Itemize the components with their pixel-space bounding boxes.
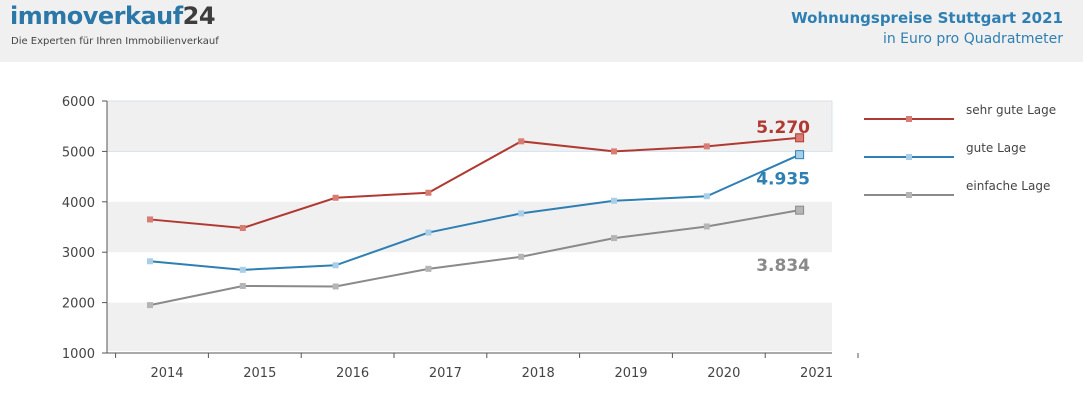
data-point <box>332 283 339 290</box>
data-point <box>795 133 805 143</box>
data-point <box>425 189 432 196</box>
logo-tagline: Die Experten für Ihren Immobilienverkauf <box>11 36 219 47</box>
grid-band <box>107 302 832 351</box>
y-tick-label: 5000 <box>62 145 95 160</box>
legend-marker <box>906 116 912 122</box>
data-point <box>425 229 432 236</box>
x-tick-label: 2021 <box>800 366 833 381</box>
data-point <box>703 223 710 230</box>
data-point <box>795 205 805 215</box>
chart-subtitle: in Euro pro Quadratmeter <box>882 31 1063 47</box>
data-point <box>518 210 525 217</box>
series-group <box>147 133 805 309</box>
legend-marker <box>906 192 912 198</box>
axes: 1000 2000 3000 4000 5000 6000 2014 2015 2016 2017… <box>62 95 859 381</box>
data-point <box>611 235 617 242</box>
series-line <box>149 136 800 230</box>
series-line <box>149 153 801 271</box>
grid-band <box>107 201 832 253</box>
x-tick-label: 2016 <box>336 366 369 381</box>
data-point <box>611 148 617 155</box>
x-tick-label: 2019 <box>614 366 647 381</box>
line-chart: 1000 2000 3000 4000 5000 6000 2014 2015 2016 2017… <box>62 95 1056 381</box>
y-tick-label: 2000 <box>62 297 95 312</box>
data-point <box>611 197 617 204</box>
value-labels: 5.270 4.935 3.834 <box>756 118 810 276</box>
x-tick-label: 2017 <box>429 366 462 381</box>
legend-label: einfache Lage <box>966 179 1050 193</box>
x-tick-label: 2015 <box>243 366 276 381</box>
y-tick-label: 4000 <box>62 196 95 211</box>
data-point <box>795 150 805 160</box>
series-line <box>149 209 800 307</box>
data-point <box>518 253 525 260</box>
legend-marker <box>906 154 912 160</box>
header: immoverkauf24 Die Experten für Ihren Imm… <box>0 0 1083 62</box>
legend-label: gute Lage <box>966 141 1026 155</box>
data-point <box>239 282 246 289</box>
end-value-label: 5.270 <box>756 118 810 138</box>
x-tick-label: 2020 <box>707 366 740 381</box>
y-tick-label: 1000 <box>62 347 95 362</box>
data-point <box>425 265 432 272</box>
end-value-label: 4.935 <box>756 170 810 190</box>
data-point <box>147 302 153 309</box>
data-point <box>332 262 339 269</box>
data-point <box>147 216 153 223</box>
data-point <box>239 225 246 232</box>
data-point <box>332 194 339 201</box>
logo: immoverkauf24 <box>10 2 216 30</box>
data-point <box>703 143 710 150</box>
data-point <box>703 193 710 200</box>
chart-title: Wohnungspreise Stuttgart 2021 <box>791 9 1063 27</box>
data-point <box>147 258 153 265</box>
data-point <box>518 138 525 145</box>
grid-bands <box>106 100 833 351</box>
y-tick-label: 6000 <box>62 95 95 110</box>
logo-number: 24 <box>182 2 216 30</box>
data-point <box>239 266 246 273</box>
logo-text: immoverkauf <box>10 2 183 30</box>
x-tick-label: 2014 <box>150 366 183 381</box>
end-value-label: 3.834 <box>756 256 810 276</box>
grid-band <box>107 101 832 152</box>
y-tick-label: 3000 <box>62 246 95 261</box>
legend: sehr gute Lage gute Lage einfache Lage <box>864 103 1056 198</box>
legend-label: sehr gute Lage <box>966 103 1056 117</box>
x-tick-label: 2018 <box>522 366 555 381</box>
